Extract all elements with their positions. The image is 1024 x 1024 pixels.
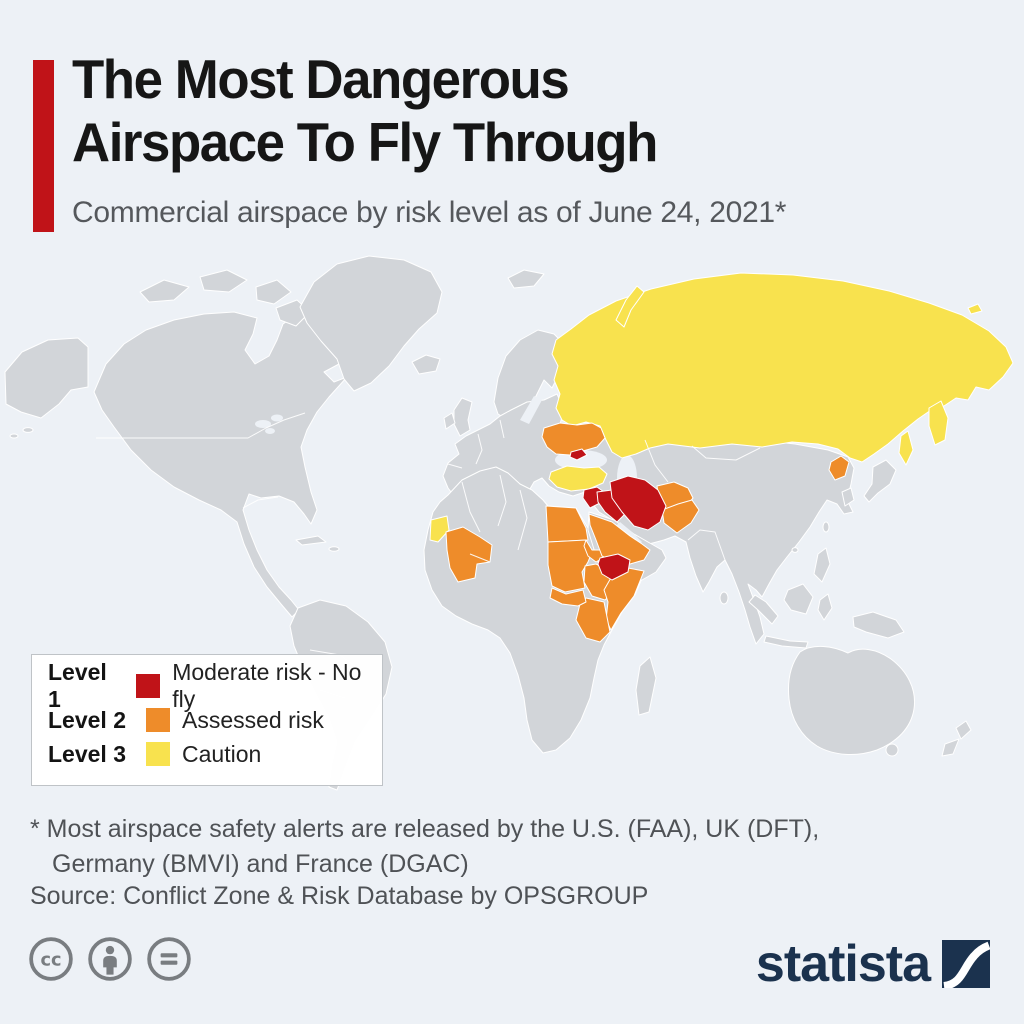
- legend-row-level3: Level 3 Caution: [48, 737, 366, 771]
- madagascar: [635, 656, 657, 716]
- page-title: The Most Dangerous Airspace To Fly Throug…: [72, 48, 658, 173]
- country-yemen: [597, 553, 631, 581]
- country-iran: [609, 475, 667, 531]
- borneo: [783, 583, 814, 615]
- country-russia: [551, 272, 1014, 466]
- level3-countries: [429, 272, 1014, 543]
- ireland: [443, 412, 456, 430]
- country-kenya: [575, 597, 611, 643]
- new-guinea: [852, 611, 905, 639]
- footnote-line-1: * Most airspace safety alerts are releas…: [30, 815, 820, 843]
- japan: [863, 459, 897, 503]
- country-western-sahara: [429, 515, 450, 543]
- baltic-sea: [520, 396, 542, 424]
- legend-label-level3: Caution: [182, 740, 262, 767]
- legend-level-2: Level 2: [48, 706, 126, 733]
- source-line: Source: Conflict Zone & Risk Database by…: [30, 882, 649, 910]
- statista-wordmark: statista: [755, 935, 931, 993]
- region-crimea: [569, 448, 588, 461]
- continent-greenland: [299, 255, 443, 392]
- country-somalia: [603, 565, 645, 631]
- sumatra: [748, 594, 779, 625]
- attribution-person-icon: [88, 937, 132, 981]
- footnote: * Most airspace safety alerts are releas…: [30, 812, 819, 882]
- country-ukraine: [541, 422, 606, 456]
- continent-australia: [788, 646, 916, 755]
- legend: Level 1 Moderate risk - No fly Level 2 A…: [31, 654, 383, 786]
- country-pakistan: [661, 499, 700, 534]
- legend-swatch-level3: [146, 742, 170, 766]
- title-line-1: The Most Dangerous: [72, 48, 570, 110]
- title-line-2: Airspace To Fly Through: [72, 110, 658, 173]
- legend-level-3: Level 3: [48, 740, 126, 767]
- philippines: [813, 547, 831, 583]
- legend-level-1: Level 1: [48, 659, 107, 712]
- sakhalin: [898, 430, 914, 466]
- svg-text:cc: cc: [40, 950, 61, 970]
- footnote-line-2: Germany (BMVI) and France (DGAC): [52, 850, 469, 878]
- equals-icon: [147, 937, 191, 981]
- country-north-korea: [828, 455, 850, 481]
- new-zealand: [955, 720, 972, 740]
- license-icons: cc: [28, 936, 192, 982]
- legend-swatch-level1: [136, 674, 161, 698]
- continent-alaska: [4, 337, 89, 419]
- tasmania: [885, 743, 899, 757]
- accent-bar: [33, 60, 54, 232]
- country-egypt: [545, 505, 589, 543]
- world-map-svg: [4, 255, 1014, 791]
- legend-label-level2: Assessed risk: [182, 706, 324, 733]
- statista-logo: statista: [756, 934, 990, 994]
- level1-countries: [569, 448, 667, 581]
- legend-label-level1: Moderate risk - No fly: [172, 659, 362, 712]
- sulawesi: [817, 593, 833, 621]
- sri-lanka: [719, 591, 729, 605]
- country-turkey: [548, 465, 608, 492]
- south-korea: [841, 487, 855, 507]
- kamchatka: [928, 400, 949, 446]
- continent-north-america: [93, 311, 348, 618]
- legend-swatch-level2: [146, 708, 170, 732]
- world-map: [0, 250, 1024, 810]
- legend-row-level1: Level 1 Moderate risk - No fly: [48, 659, 366, 712]
- country-south-sudan: [549, 587, 587, 607]
- country-saudi-arabia: [588, 513, 651, 565]
- statista-logo-mark: [942, 940, 990, 988]
- iceland: [411, 354, 441, 375]
- legend-row-level2: Level 2 Assessed risk: [48, 703, 366, 737]
- united-kingdom: [453, 397, 473, 437]
- great-lakes: [255, 420, 271, 428]
- cc-icon: cc: [29, 937, 73, 981]
- subtitle: Commercial airspace by risk level as of …: [72, 196, 787, 229]
- novaya-zemlya: [615, 285, 645, 328]
- country-mali: [445, 526, 493, 583]
- java: [763, 635, 809, 649]
